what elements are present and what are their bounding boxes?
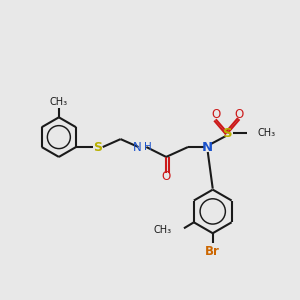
Text: N: N (133, 140, 141, 154)
Text: S: S (93, 140, 102, 154)
Text: Br: Br (205, 244, 220, 258)
Text: O: O (235, 108, 244, 121)
Text: O: O (211, 108, 220, 121)
Text: H: H (144, 142, 152, 152)
Text: N: N (202, 140, 213, 154)
Text: O: O (161, 170, 171, 183)
Text: CH₃: CH₃ (50, 98, 68, 107)
Text: S: S (223, 127, 232, 140)
Text: CH₃: CH₃ (257, 128, 275, 138)
Text: CH₃: CH₃ (154, 225, 172, 235)
